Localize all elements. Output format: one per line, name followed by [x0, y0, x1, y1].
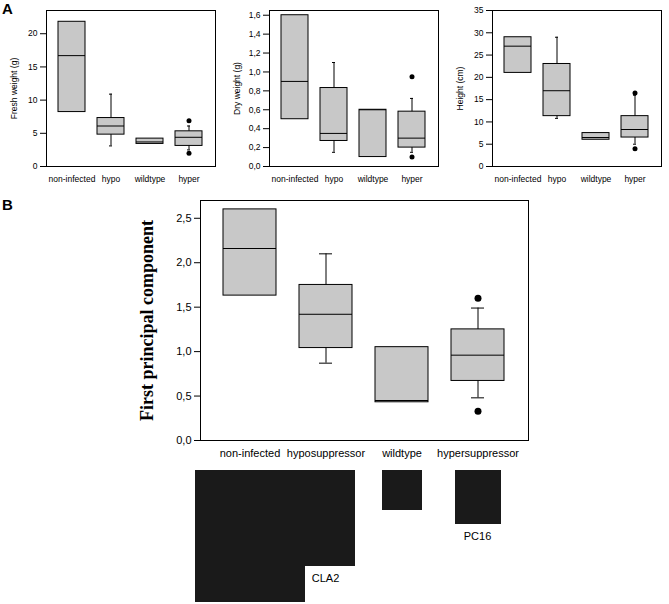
- svg-text:hyper: hyper: [401, 174, 422, 184]
- svg-text:Height (cm): Height (cm): [455, 66, 465, 110]
- svg-text:1,0: 1,0: [249, 67, 261, 77]
- svg-text:1,0: 1,0: [176, 345, 191, 357]
- svg-text:Dry weight (g): Dry weight (g): [232, 62, 242, 115]
- svg-text:First principal component: First principal component: [137, 220, 157, 421]
- svg-text:hypo: hypo: [548, 174, 567, 184]
- svg-text:non-infected: non-infected: [220, 447, 281, 459]
- svg-text:25: 25: [474, 50, 484, 60]
- svg-text:0,5: 0,5: [176, 390, 191, 402]
- svg-text:hyper: hyper: [624, 174, 645, 184]
- svg-text:0,8: 0,8: [249, 86, 261, 96]
- svg-text:10: 10: [28, 95, 38, 105]
- svg-text:wildtype: wildtype: [580, 174, 612, 184]
- svg-text:5: 5: [479, 139, 484, 149]
- svg-text:1,5: 1,5: [176, 301, 191, 313]
- svg-text:20: 20: [474, 72, 484, 82]
- svg-text:1,2: 1,2: [249, 48, 261, 58]
- svg-text:15: 15: [28, 62, 38, 72]
- html-text:A: A: [2, 0, 13, 17]
- svg-text:0,4: 0,4: [249, 123, 261, 133]
- svg-text:0,0: 0,0: [176, 434, 191, 446]
- svg-text:Fresh weight (g): Fresh weight (g): [9, 58, 19, 120]
- svg-text:20: 20: [28, 28, 38, 38]
- svg-text:2,0: 2,0: [176, 256, 191, 268]
- svg-text:0,0: 0,0: [249, 161, 261, 171]
- svg-text:wildtype: wildtype: [134, 174, 166, 184]
- svg-text:2,5: 2,5: [176, 212, 191, 224]
- svg-text:0,2: 0,2: [249, 142, 261, 152]
- svg-text:wildtype: wildtype: [381, 447, 422, 459]
- html-text:CLA2: CLA2: [311, 572, 340, 584]
- svg-text:0: 0: [33, 161, 38, 171]
- svg-text:hyper: hyper: [178, 174, 199, 184]
- svg-text:hyposuppressor: hyposuppressor: [287, 447, 366, 459]
- svg-text:10: 10: [474, 117, 484, 127]
- svg-text:1,4: 1,4: [249, 29, 261, 39]
- svg-text:0,6: 0,6: [249, 104, 261, 114]
- svg-text:wildtype: wildtype: [357, 174, 389, 184]
- svg-text:1,6: 1,6: [249, 10, 261, 20]
- html-text:PC16: PC16: [463, 530, 492, 542]
- svg-text:non-infected: non-infected: [272, 174, 319, 184]
- svg-text:5: 5: [33, 128, 38, 138]
- svg-text:30: 30: [474, 28, 484, 38]
- svg-text:hypersuppressor: hypersuppressor: [437, 447, 519, 459]
- html-text:B: B: [2, 196, 13, 213]
- svg-text:15: 15: [474, 94, 484, 104]
- svg-text:35: 35: [474, 5, 484, 15]
- svg-text:hypo: hypo: [325, 174, 344, 184]
- svg-text:hypo: hypo: [102, 174, 121, 184]
- svg-text:0: 0: [479, 161, 484, 171]
- svg-text:non-infected: non-infected: [49, 174, 96, 184]
- svg-text:non-infected: non-infected: [495, 174, 542, 184]
